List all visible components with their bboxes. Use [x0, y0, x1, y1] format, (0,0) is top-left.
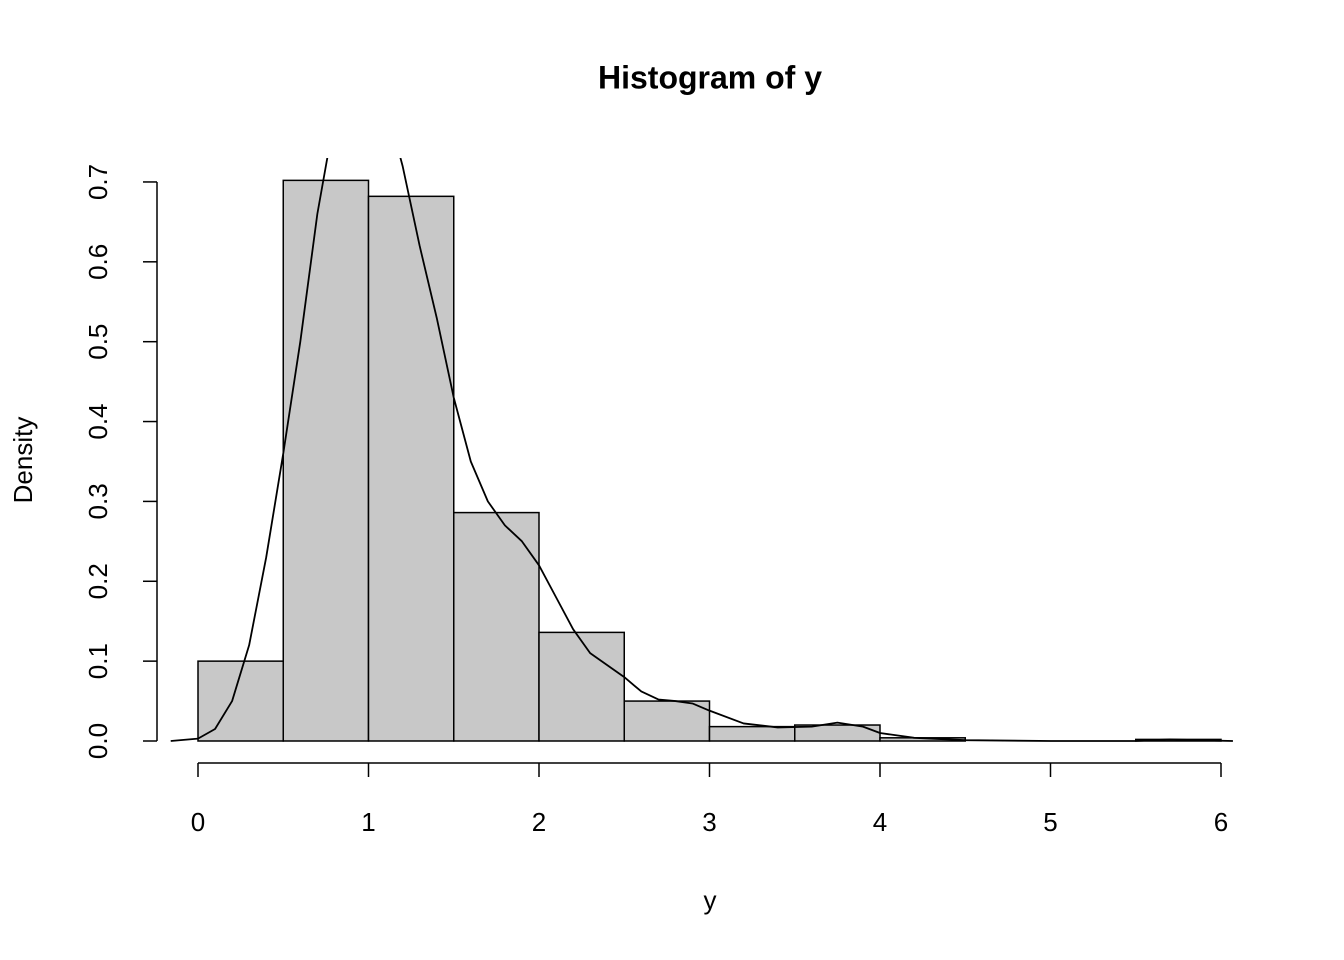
- y-tick-label: 0.3: [83, 483, 113, 519]
- y-tick-label: 0.2: [83, 563, 113, 599]
- bar: [282, 179, 370, 742]
- chart-title: Histogram of y: [598, 59, 822, 95]
- y-tick-label: 0.1: [83, 643, 113, 679]
- bar: [453, 511, 540, 742]
- x-tick-label: 4: [873, 807, 887, 837]
- bar: [708, 725, 796, 742]
- y-tick-label: 0.6: [83, 244, 113, 280]
- x-tick-label: 1: [361, 807, 375, 837]
- bar: [538, 631, 625, 742]
- x-tick-label: 5: [1043, 807, 1057, 837]
- bar: [367, 195, 455, 742]
- x-tick-label: 2: [532, 807, 546, 837]
- y-tick-label: 0.7: [83, 164, 113, 200]
- x-tick-label: 6: [1214, 807, 1228, 837]
- x-axis-label: y: [704, 885, 717, 915]
- y-tick-label: 0.4: [83, 403, 113, 439]
- x-tick-label: 0: [191, 807, 205, 837]
- y-tick-label: 0.5: [83, 324, 113, 360]
- bar: [623, 700, 711, 742]
- density-line: [170, 158, 1233, 742]
- x-tick-label: 3: [702, 807, 716, 837]
- y-tick-label: 0.0: [83, 723, 113, 759]
- y-axis-label: Density: [8, 417, 38, 504]
